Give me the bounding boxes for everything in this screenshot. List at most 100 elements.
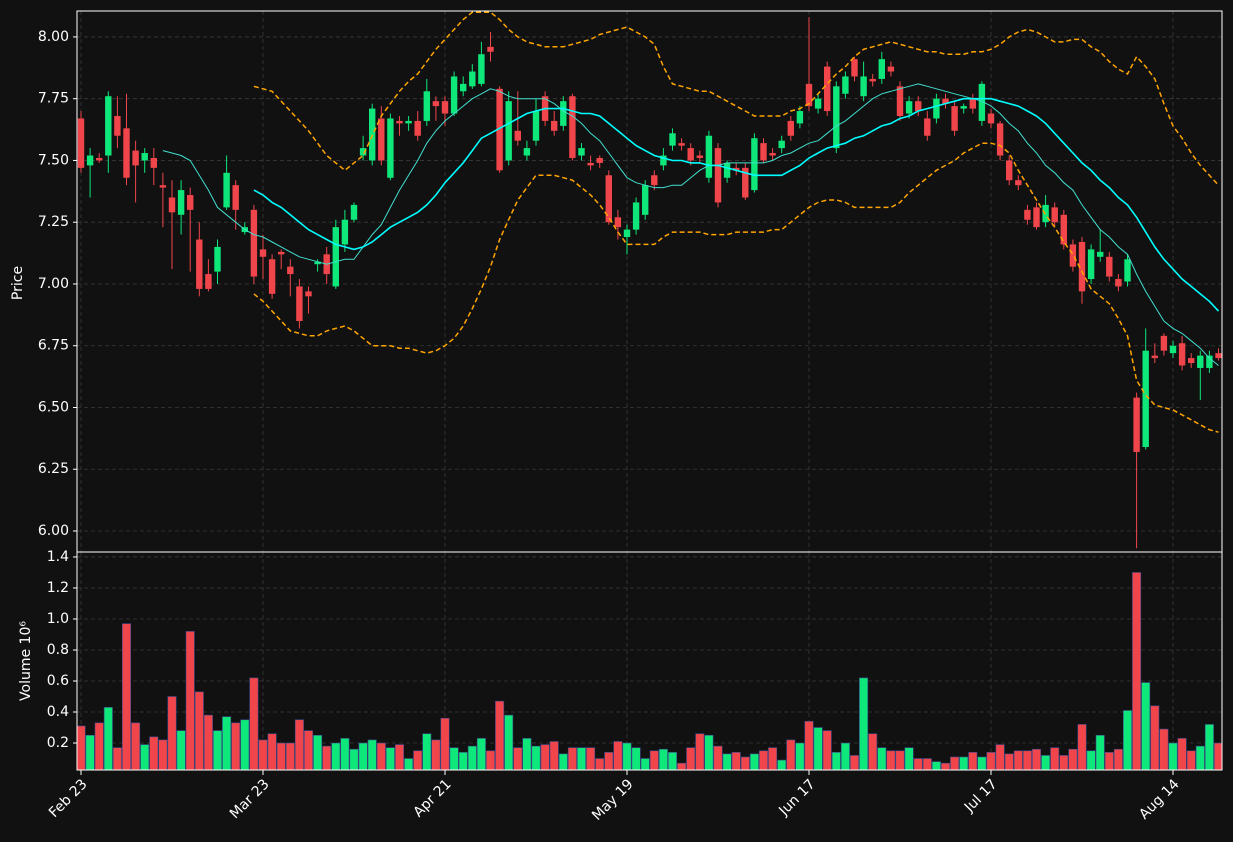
y-tick-label: 0.4 (47, 704, 69, 720)
candle-body (77, 118, 85, 168)
volume-bar (768, 747, 778, 770)
candle-body (405, 120, 412, 124)
y-tick-label: 7.75 (38, 91, 69, 107)
volume-bar (231, 722, 241, 770)
candle-body (760, 143, 767, 161)
candle-body (705, 135, 713, 178)
price-plot (77, 11, 1222, 549)
candle-body (305, 291, 312, 297)
candle-body (605, 175, 612, 223)
candle-body (714, 148, 722, 203)
volume-bar (677, 762, 687, 770)
candle-body (833, 86, 840, 149)
candle-body (623, 229, 631, 238)
volume-bar (740, 756, 750, 770)
volume-bar (1204, 724, 1214, 770)
candle-body (933, 98, 940, 119)
volume-bar (968, 752, 978, 770)
candle-body (942, 98, 949, 104)
candle-body (778, 140, 785, 149)
candle-body (287, 266, 294, 275)
volume-bar (303, 730, 313, 770)
candle-body (514, 130, 521, 141)
candle-body (1097, 251, 1104, 257)
candle-body (1160, 335, 1168, 351)
candle-body (1006, 160, 1013, 181)
volume-bar (413, 750, 423, 770)
candle-body (924, 118, 931, 136)
candle-body (523, 148, 531, 156)
candle-body (259, 249, 267, 257)
price-axis-label: Price (10, 266, 26, 300)
volume-bar (895, 750, 905, 770)
candle-body (915, 101, 922, 112)
volume-bar (267, 733, 277, 770)
volume-bar (367, 739, 377, 770)
candle-body (896, 86, 904, 116)
candle-body (1197, 355, 1204, 368)
y-tick-label: 1.2 (47, 580, 69, 596)
candle-body (1106, 256, 1113, 277)
y-tick-label: 6.50 (38, 399, 69, 415)
candle-body (423, 91, 430, 121)
volume-bar (504, 714, 514, 770)
volume-bar (158, 739, 168, 770)
candle-body (159, 185, 167, 188)
volume-bar (1104, 752, 1114, 770)
volume-bar (749, 753, 759, 770)
volume-bar (285, 742, 295, 770)
candle-body (587, 162, 594, 166)
candle-body (378, 118, 385, 161)
candle-body (432, 101, 440, 107)
volume-bar (558, 753, 568, 770)
candle-body (1087, 249, 1095, 280)
volume-bar (449, 747, 459, 770)
y-tick-label: 7.50 (38, 152, 69, 168)
volume-bar (394, 744, 404, 770)
candle-body (951, 106, 958, 131)
volume-bar (722, 753, 732, 770)
volume-bar (868, 733, 878, 770)
candle-body (123, 128, 130, 178)
volume-bar (777, 759, 787, 770)
volume-bar (904, 747, 914, 770)
volume-bar (131, 722, 141, 770)
candle-body (851, 59, 858, 77)
volume-bar (322, 745, 332, 770)
candle-body (532, 111, 540, 141)
candle-body (1078, 241, 1086, 292)
volume-bar (1077, 724, 1087, 770)
candle-body (296, 286, 303, 322)
volume-bar (822, 730, 832, 770)
volume-bar (1214, 742, 1222, 770)
candle-body (359, 148, 367, 156)
candle-body (1033, 207, 1040, 228)
volume-bar (258, 739, 268, 770)
volume-bar (1159, 728, 1169, 770)
volume-bar (567, 747, 577, 770)
volume-bar (940, 762, 950, 770)
volume-bar (1132, 572, 1142, 770)
volume-bar (122, 623, 132, 770)
volume-bar (595, 758, 605, 770)
volume-bar (1095, 734, 1105, 770)
volume-bar (513, 747, 523, 770)
candle-body (869, 78, 876, 82)
candle-body (1142, 350, 1149, 448)
candle-body (769, 153, 776, 156)
volume-bar (995, 744, 1005, 770)
volume-bar (112, 747, 122, 770)
volume-bar (931, 761, 941, 770)
candle-body (651, 175, 658, 186)
volume-bar (840, 742, 850, 770)
volume-bar (185, 631, 195, 770)
volume-bar (467, 745, 477, 770)
volume-bar (1050, 747, 1060, 770)
volume-bar (1059, 755, 1069, 770)
volume-bar (704, 734, 714, 770)
volume-bar (1141, 682, 1151, 770)
grid (77, 11, 1222, 770)
candle-body (814, 98, 822, 109)
y-tick-label: 7.25 (38, 214, 69, 230)
